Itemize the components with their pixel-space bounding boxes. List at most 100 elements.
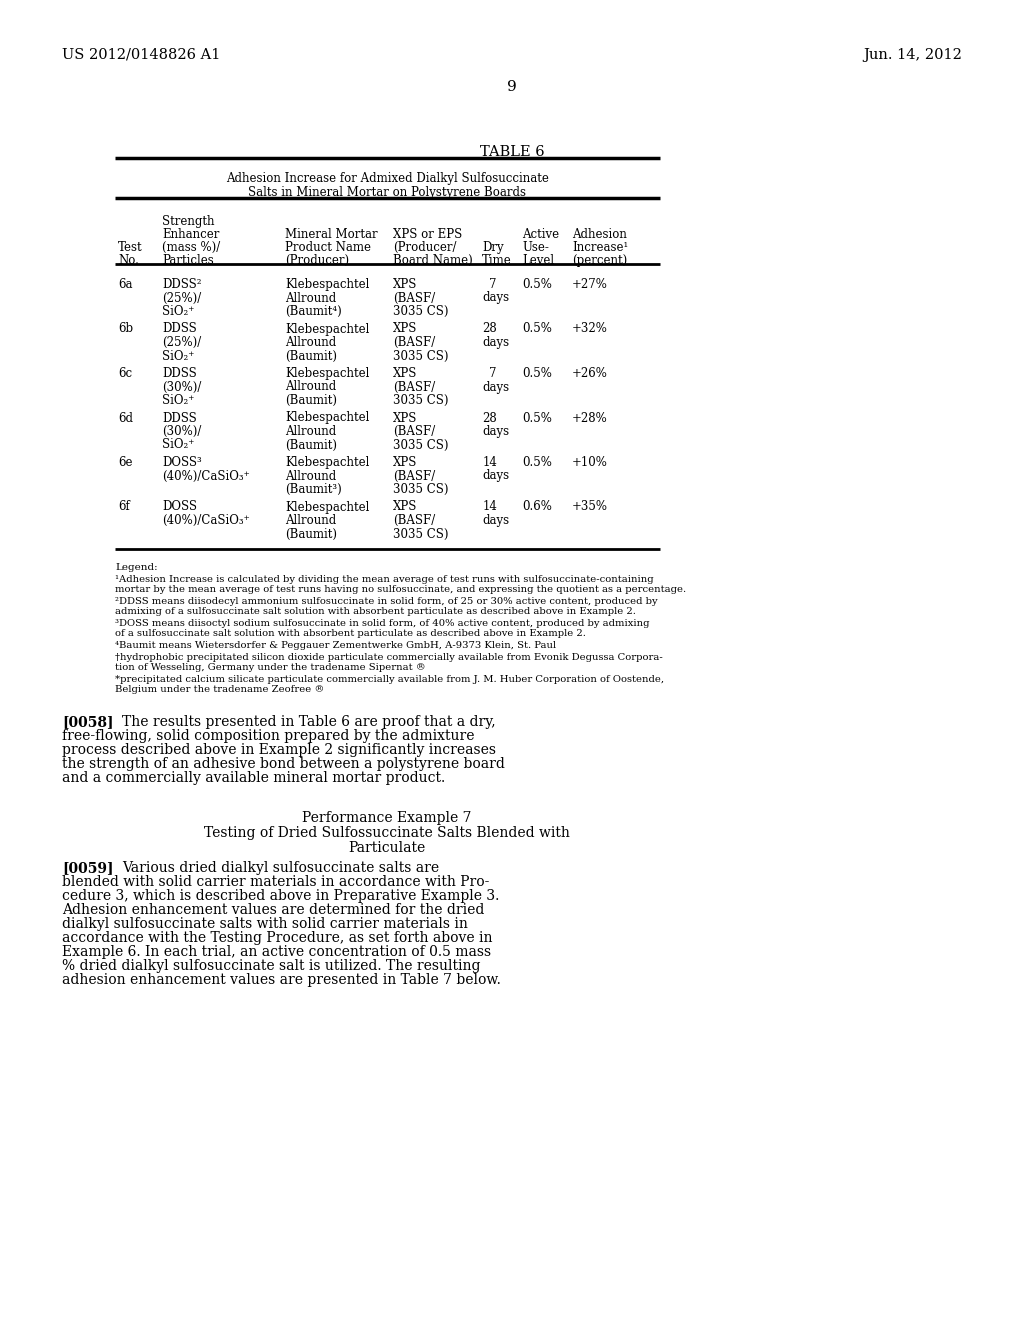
Text: Particles: Particles (162, 253, 214, 267)
Text: (40%)/CaSiO₃⁺: (40%)/CaSiO₃⁺ (162, 470, 250, 483)
Text: XPS: XPS (393, 367, 418, 380)
Text: 7: 7 (489, 367, 497, 380)
Text: +35%: +35% (572, 500, 608, 513)
Text: days: days (482, 425, 509, 438)
Text: +28%: +28% (572, 412, 608, 425)
Text: Use-: Use- (522, 242, 549, 253)
Text: (30%)/: (30%)/ (162, 425, 202, 438)
Text: 0.5%: 0.5% (522, 322, 552, 335)
Text: mortar by the mean average of test runs having no sulfosuccinate, and expressing: mortar by the mean average of test runs … (115, 585, 686, 594)
Text: (Baumit): (Baumit) (285, 350, 337, 363)
Text: Allround: Allround (285, 425, 336, 438)
Text: (Baumit³): (Baumit³) (285, 483, 342, 496)
Text: Klebespachtel: Klebespachtel (285, 279, 370, 290)
Text: days: days (482, 337, 509, 348)
Text: 6f: 6f (118, 500, 130, 513)
Text: 0.5%: 0.5% (522, 455, 552, 469)
Text: Salts in Mineral Mortar on Polystyrene Boards: Salts in Mineral Mortar on Polystyrene B… (248, 186, 526, 199)
Text: tion of Wesseling, Germany under the tradename Sipernat ®: tion of Wesseling, Germany under the tra… (115, 663, 426, 672)
Text: Test: Test (118, 242, 142, 253)
Text: The results presented in Table 6 are proof that a dry,: The results presented in Table 6 are pro… (122, 715, 496, 729)
Text: Adhesion: Adhesion (572, 228, 627, 242)
Text: (percent): (percent) (572, 253, 628, 267)
Text: No.: No. (118, 253, 139, 267)
Text: Product Name: Product Name (285, 242, 371, 253)
Text: % dried dialkyl sulfosuccinate salt is utilized. The resulting: % dried dialkyl sulfosuccinate salt is u… (62, 960, 480, 973)
Text: (BASF/: (BASF/ (393, 513, 435, 527)
Text: 28: 28 (482, 322, 497, 335)
Text: process described above in Example 2 significantly increases: process described above in Example 2 sig… (62, 743, 496, 756)
Text: Allround: Allround (285, 513, 336, 527)
Text: Allround: Allround (285, 380, 336, 393)
Text: Particulate: Particulate (348, 841, 426, 855)
Text: 3035 CS): 3035 CS) (393, 438, 449, 451)
Text: (mass %)/: (mass %)/ (162, 242, 220, 253)
Text: cedure 3, which is described above in Preparative Example 3.: cedure 3, which is described above in Pr… (62, 888, 500, 903)
Text: (Baumit): (Baumit) (285, 393, 337, 407)
Text: 3035 CS): 3035 CS) (393, 483, 449, 496)
Text: Allround: Allround (285, 292, 336, 305)
Text: DDSS: DDSS (162, 322, 197, 335)
Text: (BASF/: (BASF/ (393, 380, 435, 393)
Text: Klebespachtel: Klebespachtel (285, 322, 370, 335)
Text: Example 6. In each trial, an active concentration of 0.5 mass: Example 6. In each trial, an active conc… (62, 945, 492, 960)
Text: Adhesion enhancement values are determined for the dried: Adhesion enhancement values are determin… (62, 903, 484, 917)
Text: +32%: +32% (572, 322, 608, 335)
Text: days: days (482, 513, 509, 527)
Text: DOSS: DOSS (162, 500, 197, 513)
Text: 3035 CS): 3035 CS) (393, 350, 449, 363)
Text: Various dried dialkyl sulfosuccinate salts are: Various dried dialkyl sulfosuccinate sal… (122, 861, 439, 875)
Text: (BASF/: (BASF/ (393, 425, 435, 438)
Text: ¹Adhesion Increase is calculated by dividing the mean average of test runs with : ¹Adhesion Increase is calculated by divi… (115, 576, 653, 583)
Text: +26%: +26% (572, 367, 608, 380)
Text: SiO₂⁺: SiO₂⁺ (162, 438, 195, 451)
Text: Klebespachtel: Klebespachtel (285, 367, 370, 380)
Text: (40%)/CaSiO₃⁺: (40%)/CaSiO₃⁺ (162, 513, 250, 527)
Text: XPS: XPS (393, 500, 418, 513)
Text: 14: 14 (482, 455, 497, 469)
Text: 9: 9 (507, 81, 517, 94)
Text: 6c: 6c (118, 367, 132, 380)
Text: DDSS²: DDSS² (162, 279, 202, 290)
Text: Allround: Allround (285, 470, 336, 483)
Text: ²DDSS means diisodecyl ammonium sulfosuccinate in solid form, of 25 or 30% activ: ²DDSS means diisodecyl ammonium sulfosuc… (115, 597, 657, 606)
Text: 3035 CS): 3035 CS) (393, 528, 449, 540)
Text: blended with solid carrier materials in accordance with Pro-: blended with solid carrier materials in … (62, 875, 489, 888)
Text: Jun. 14, 2012: Jun. 14, 2012 (863, 48, 962, 62)
Text: days: days (482, 380, 509, 393)
Text: (BASF/: (BASF/ (393, 337, 435, 348)
Text: Allround: Allround (285, 337, 336, 348)
Text: Mineral Mortar: Mineral Mortar (285, 228, 378, 242)
Text: †hydrophobic precipitated silicon dioxide particulate commercially available fro: †hydrophobic precipitated silicon dioxid… (115, 653, 663, 663)
Text: DDSS: DDSS (162, 412, 197, 425)
Text: 6b: 6b (118, 322, 133, 335)
Text: 0.5%: 0.5% (522, 367, 552, 380)
Text: ³DOSS means diisoctyl sodium sulfosuccinate in solid form, of 40% active content: ³DOSS means diisoctyl sodium sulfosuccin… (115, 619, 649, 628)
Text: XPS: XPS (393, 322, 418, 335)
Text: Strength: Strength (162, 215, 214, 228)
Text: Time: Time (482, 253, 512, 267)
Text: 3035 CS): 3035 CS) (393, 305, 449, 318)
Text: 0.5%: 0.5% (522, 279, 552, 290)
Text: the strength of an adhesive bond between a polystyrene board: the strength of an adhesive bond between… (62, 756, 505, 771)
Text: and a commercially available mineral mortar product.: and a commercially available mineral mor… (62, 771, 445, 785)
Text: (Baumit⁴): (Baumit⁴) (285, 305, 342, 318)
Text: US 2012/0148826 A1: US 2012/0148826 A1 (62, 48, 220, 62)
Text: *precipitated calcium silicate particulate commercially available from J. M. Hub: *precipitated calcium silicate particula… (115, 675, 665, 684)
Text: Legend:: Legend: (115, 564, 158, 572)
Text: (Baumit): (Baumit) (285, 528, 337, 540)
Text: Testing of Dried Sulfossuccinate Salts Blended with: Testing of Dried Sulfossuccinate Salts B… (204, 826, 570, 840)
Text: [0058]: [0058] (62, 715, 114, 729)
Text: Board Name): Board Name) (393, 253, 473, 267)
Text: 0.5%: 0.5% (522, 412, 552, 425)
Text: (Baumit): (Baumit) (285, 438, 337, 451)
Text: Dry: Dry (482, 242, 504, 253)
Text: Adhesion Increase for Admixed Dialkyl Sulfosuccinate: Adhesion Increase for Admixed Dialkyl Su… (225, 172, 549, 185)
Text: TABLE 6: TABLE 6 (479, 145, 545, 158)
Text: SiO₂⁺: SiO₂⁺ (162, 305, 195, 318)
Text: 28: 28 (482, 412, 497, 425)
Text: 3035 CS): 3035 CS) (393, 393, 449, 407)
Text: Klebespachtel: Klebespachtel (285, 412, 370, 425)
Text: (BASF/: (BASF/ (393, 292, 435, 305)
Text: XPS: XPS (393, 455, 418, 469)
